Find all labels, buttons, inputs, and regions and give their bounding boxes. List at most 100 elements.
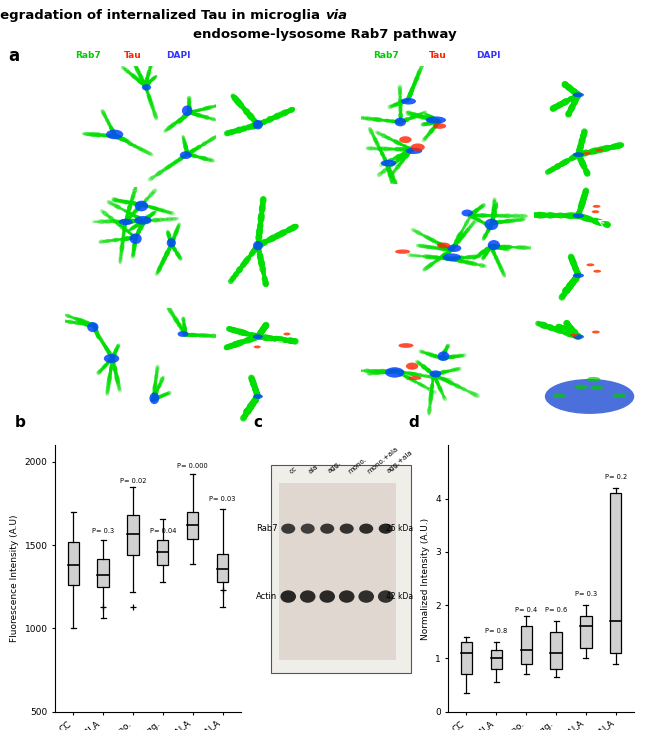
Ellipse shape [573,213,584,218]
Text: agg.+ala: agg.+ala [385,450,414,474]
Ellipse shape [283,333,291,336]
Text: Actin: Actin [256,592,278,601]
Ellipse shape [426,116,446,123]
Ellipse shape [381,160,396,166]
Text: Enlarged: Enlarged [567,51,612,61]
Ellipse shape [583,152,591,155]
Text: 25 kDa: 25 kDa [386,524,413,533]
FancyBboxPatch shape [217,553,228,582]
Ellipse shape [443,253,461,261]
Ellipse shape [104,354,119,363]
Text: Rab7: Rab7 [255,524,278,533]
FancyBboxPatch shape [521,626,532,664]
Ellipse shape [182,106,192,116]
Ellipse shape [411,143,425,151]
Text: mono.+ala: mono.+ala [366,445,399,475]
FancyBboxPatch shape [157,540,168,565]
FancyBboxPatch shape [68,542,79,585]
Ellipse shape [395,250,410,254]
Ellipse shape [399,137,411,143]
Ellipse shape [437,242,450,248]
Ellipse shape [253,120,263,129]
Ellipse shape [592,210,599,213]
Ellipse shape [280,591,296,603]
Text: P= 0.4: P= 0.4 [515,607,538,613]
Ellipse shape [358,591,374,603]
Ellipse shape [573,93,584,97]
Text: Enlarged: Enlarged [245,51,291,61]
FancyBboxPatch shape [610,493,621,653]
Text: Rab7: Rab7 [75,51,101,61]
Ellipse shape [253,241,263,250]
Ellipse shape [447,245,462,252]
Ellipse shape [359,523,373,534]
Y-axis label: Fluorescence Intensity (A.U): Fluorescence Intensity (A.U) [10,515,19,642]
Text: DAPI: DAPI [166,51,190,61]
Ellipse shape [488,240,500,250]
Ellipse shape [135,201,148,212]
Text: Rab7: Rab7 [373,51,399,61]
Text: 42 kDa: 42 kDa [386,592,413,601]
Text: via: via [325,9,347,22]
Text: Monomer + ALA: Monomer + ALA [337,218,343,274]
FancyBboxPatch shape [491,650,502,669]
Ellipse shape [593,270,601,273]
FancyBboxPatch shape [127,515,138,556]
FancyBboxPatch shape [461,642,472,675]
Text: P= 0.000: P= 0.000 [177,463,208,469]
Ellipse shape [437,351,449,361]
Text: P= 0.6: P= 0.6 [545,607,567,613]
Ellipse shape [573,153,584,157]
Ellipse shape [545,379,634,414]
Ellipse shape [398,343,413,348]
Ellipse shape [379,523,393,534]
Text: P= 0.8: P= 0.8 [485,629,508,634]
Ellipse shape [395,118,406,126]
Ellipse shape [301,523,315,534]
Text: Monomer: Monomer [45,349,53,385]
Ellipse shape [573,334,584,339]
Ellipse shape [106,130,124,139]
Text: Degradation of internalized Tau in microglia: Degradation of internalized Tau in micro… [0,9,325,22]
Text: endosome-lysosome Rab7 pathway: endosome-lysosome Rab7 pathway [193,28,457,41]
Ellipse shape [401,98,416,104]
FancyBboxPatch shape [279,483,396,660]
Text: P= 0.3: P= 0.3 [92,528,114,534]
Text: DAPI: DAPI [476,51,500,61]
Ellipse shape [166,238,176,247]
Text: P= 0.2: P= 0.2 [604,474,627,480]
Ellipse shape [433,123,446,128]
Ellipse shape [612,393,626,398]
Ellipse shape [253,394,263,399]
Text: cc: cc [288,465,298,474]
Ellipse shape [552,393,566,398]
Text: b: b [14,415,25,430]
Text: ala: ala [307,463,320,474]
Ellipse shape [462,210,473,217]
Ellipse shape [573,273,584,278]
Ellipse shape [570,334,578,337]
Ellipse shape [180,151,192,159]
Text: P= 0.3: P= 0.3 [575,591,597,597]
Text: a: a [8,47,19,66]
Text: ALA: ALA [45,238,53,253]
Ellipse shape [150,393,159,404]
Ellipse shape [253,334,263,339]
Ellipse shape [385,367,404,377]
Text: d: d [408,415,419,430]
Ellipse shape [339,591,354,603]
Ellipse shape [586,264,594,266]
Ellipse shape [406,147,423,154]
FancyBboxPatch shape [187,512,198,539]
Ellipse shape [406,363,419,369]
Ellipse shape [177,331,188,337]
Text: P= 0.03: P= 0.03 [209,496,236,502]
Ellipse shape [320,523,334,534]
Ellipse shape [378,591,393,603]
Text: Tau: Tau [428,51,447,61]
Text: P= 0.02: P= 0.02 [120,477,146,483]
Text: Tau: Tau [124,51,142,61]
Ellipse shape [592,331,600,334]
Ellipse shape [430,370,441,377]
Y-axis label: Normalized Intensity (A.U.): Normalized Intensity (A.U.) [421,518,430,639]
